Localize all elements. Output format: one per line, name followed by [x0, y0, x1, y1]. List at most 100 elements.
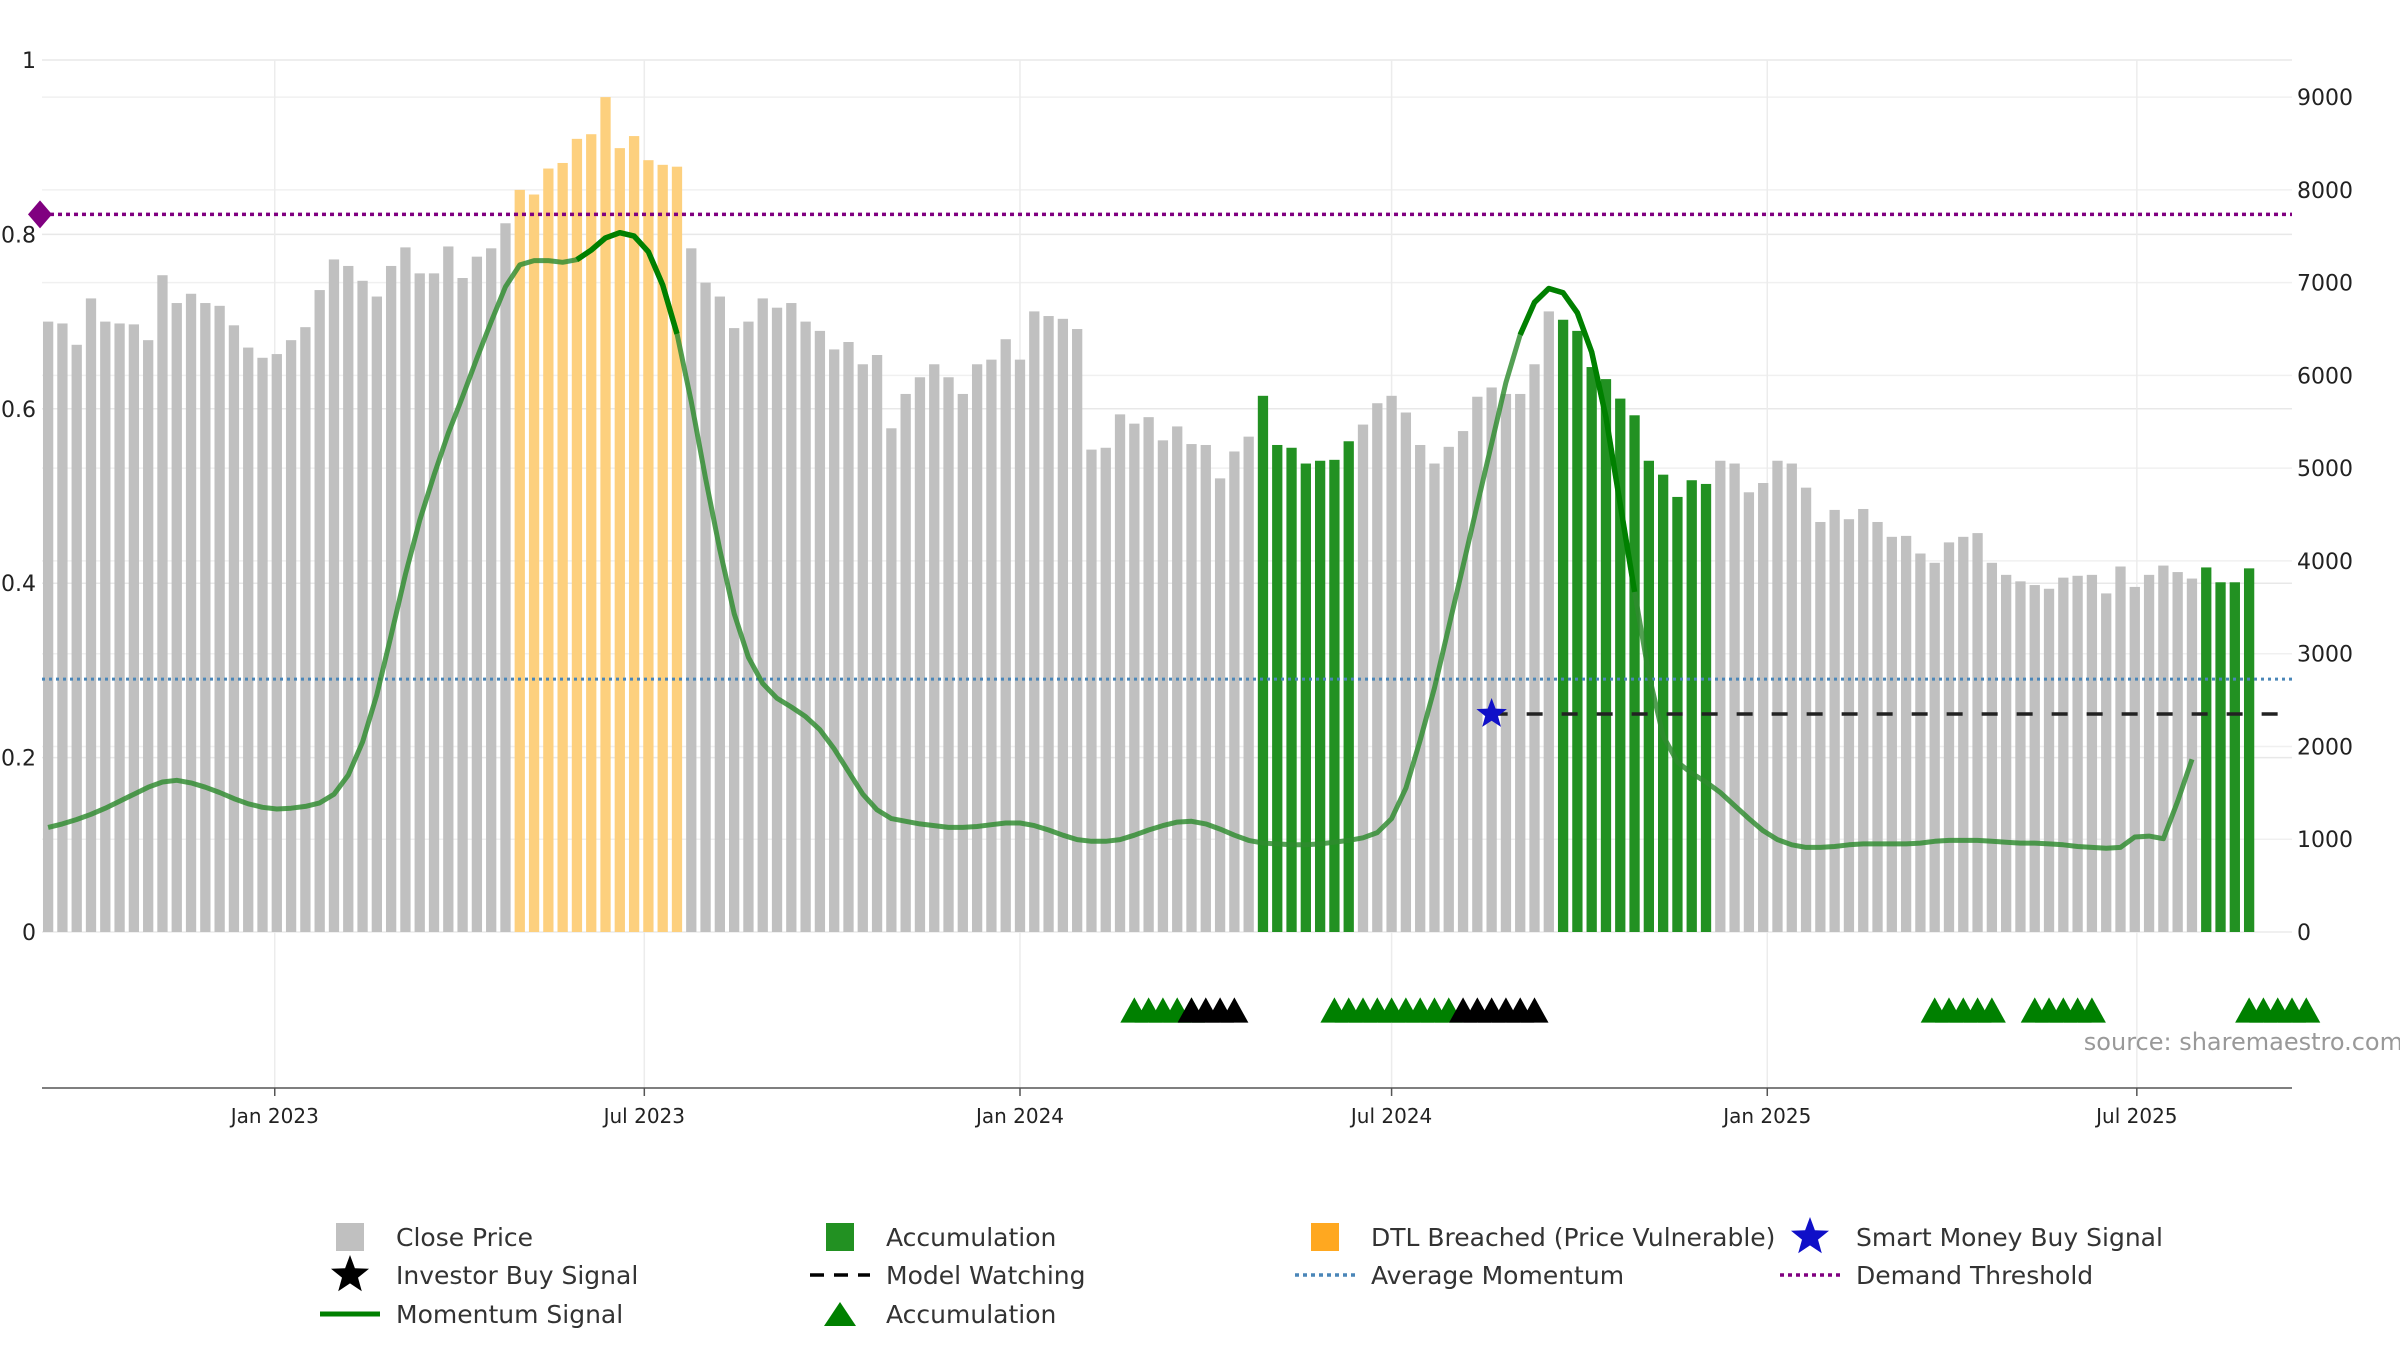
- close-price-bar: [943, 377, 954, 932]
- y-right-tick-label: 7000: [2297, 272, 2353, 297]
- close-price-bar: [300, 327, 311, 932]
- accumulation-bar: [2229, 582, 2240, 932]
- legend-label: Accumulation: [886, 1300, 1056, 1329]
- close-price-bar: [2143, 574, 2155, 932]
- close-price-bar: [1100, 447, 1111, 932]
- investor-buy-signal-triangle: [1520, 997, 1549, 1023]
- dtl-breached-bar: [586, 134, 597, 932]
- legend-item: Momentum Signal: [320, 1300, 623, 1329]
- legend-item: Investor Buy Signal: [331, 1255, 638, 1292]
- overlay-markers: [1476, 698, 2278, 727]
- close-price-bar: [900, 393, 911, 932]
- close-price-bar: [1086, 449, 1097, 932]
- close-price-bar: [1929, 562, 1940, 932]
- close-price-bar: [2001, 574, 2012, 932]
- momentum-signal-line: [47, 230, 2195, 851]
- y-right-tick-label: 5000: [2297, 457, 2353, 482]
- dtl-breached-bar: [671, 166, 683, 932]
- y-right-tick-label: 4000: [2297, 550, 2353, 575]
- close-price-bar: [486, 248, 497, 933]
- close-price-bar: [1243, 436, 1254, 932]
- close-price-bar: [1958, 536, 1969, 932]
- close-price-bar: [357, 280, 368, 933]
- accumulation-bar: [2215, 582, 2226, 932]
- close-price-bar: [42, 321, 54, 933]
- accumulation-bar: [1615, 398, 1626, 933]
- x-tick-label: Jul 2024: [1349, 1104, 1432, 1128]
- investor-buy-signal-triangle: [1220, 997, 1249, 1023]
- legend-black-star-icon: [331, 1255, 369, 1292]
- source-label: source: sharemaestro.com: [2084, 1028, 2400, 1056]
- close-price-bar: [2086, 574, 2098, 932]
- x-tick-label: Jan 2023: [229, 1104, 319, 1128]
- close-price-bar: [85, 298, 97, 932]
- close-price-bar: [1457, 431, 1469, 932]
- legend-item: Accumulation: [826, 1223, 1056, 1252]
- close-price-bar: [1229, 451, 1240, 932]
- legend-label: Investor Buy Signal: [396, 1261, 638, 1290]
- legend-label: Demand Threshold: [1856, 1261, 2093, 1290]
- momentum-line-group: [47, 229, 2195, 851]
- close-price-bar: [400, 247, 411, 933]
- accumulation-bar: [1314, 460, 1326, 932]
- close-price-bar: [1729, 463, 1740, 932]
- accumulation-bar: [1700, 483, 1712, 932]
- dtl-breached-bar: [600, 97, 611, 932]
- legend-label: Model Watching: [886, 1261, 1086, 1290]
- y-right-tick-label: 9000: [2297, 86, 2353, 111]
- close-price-bar: [1972, 533, 1983, 932]
- close-price-bar: [200, 303, 211, 932]
- close-price-bar: [729, 328, 740, 932]
- close-price-bar: [2115, 566, 2126, 932]
- close-price-bar: [1886, 536, 1897, 932]
- accumulation-bar: [1657, 474, 1669, 932]
- bars: [42, 97, 2255, 933]
- signal-strip: [1120, 997, 2321, 1023]
- close-price-bar: [1014, 359, 1026, 932]
- close-price-bar: [214, 305, 225, 932]
- accumulation-bar: [1300, 463, 1311, 932]
- accumulation-triangle: [2077, 997, 2106, 1023]
- close-price-bar: [1872, 521, 1883, 932]
- close-price-bar: [2015, 581, 2026, 932]
- accumulation-bar: [1272, 444, 1283, 932]
- close-price-bar: [271, 354, 282, 932]
- dtl-breached-bar: [571, 138, 583, 932]
- legend: Close Price Accumulation DTL Breached (Pri…: [320, 1217, 2163, 1329]
- legend-item: Model Watching: [810, 1261, 1086, 1290]
- close-price-bar: [843, 342, 854, 932]
- close-price-bar: [1515, 393, 1526, 932]
- legend-label: Smart Money Buy Signal: [1856, 1223, 2163, 1252]
- y-right-tick-label: 2000: [2297, 735, 2353, 760]
- legend-label: Momentum Signal: [396, 1300, 623, 1329]
- close-price-bar: [1000, 339, 1011, 932]
- close-price-bar: [971, 364, 983, 932]
- accumulation-bar: [1286, 447, 1297, 932]
- close-price-bar: [243, 347, 254, 932]
- y-left-tick-label: 0.8: [1, 223, 36, 248]
- close-price-bar: [871, 354, 883, 933]
- legend-green-triangle-icon: [824, 1302, 856, 1326]
- legend-item: Smart Money Buy Signal: [1791, 1217, 2163, 1254]
- close-price-bar: [114, 323, 125, 932]
- dtl-breached-bar: [557, 162, 568, 932]
- close-price-bar: [1214, 478, 1226, 932]
- close-price-bar: [1943, 542, 1955, 932]
- close-price-bar: [1400, 412, 1412, 933]
- accumulation-bar: [1557, 319, 1569, 932]
- close-price-bar: [500, 223, 511, 933]
- legend-label: Accumulation: [886, 1223, 1056, 1252]
- close-price-bar: [2058, 577, 2069, 932]
- close-price-bar: [2072, 575, 2083, 932]
- close-price-bar: [1986, 562, 1998, 932]
- legend-item: Average Momentum: [1295, 1261, 1624, 1290]
- x-tick-label: Jul 2025: [2094, 1104, 2177, 1128]
- dtl-breached-bar: [628, 136, 640, 932]
- close-price-bar: [1786, 463, 1797, 932]
- close-price-bar: [1829, 509, 1840, 932]
- accumulation-bar: [1686, 480, 1697, 932]
- close-price-bar: [443, 246, 454, 932]
- momentum-signal-highlight: [1517, 285, 1638, 593]
- y-right-tick-label: 0: [2297, 921, 2311, 946]
- threshold-diamond-marker: [28, 200, 52, 229]
